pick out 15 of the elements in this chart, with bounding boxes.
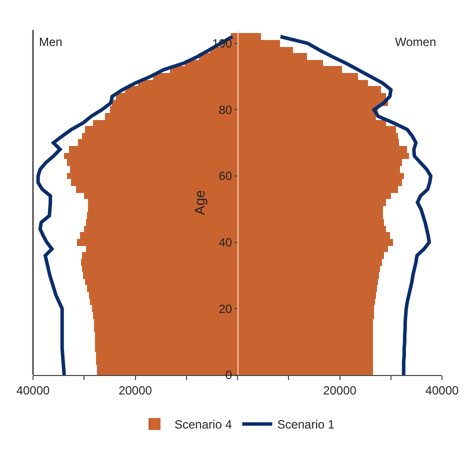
legend-label: Scenario 4 (174, 418, 232, 432)
x-tick-label: 40000 (16, 383, 50, 398)
x-tick-label: 20000 (323, 383, 357, 398)
y-tick-label: 0 (225, 368, 232, 382)
y-tick-label: 60 (218, 169, 232, 184)
annotation: Women (395, 35, 436, 49)
y-tick-label: 80 (218, 102, 232, 117)
y-axis-title: Age (192, 190, 208, 215)
legend-label: Scenario 1 (277, 418, 335, 432)
x-tick-label: 40000 (425, 383, 460, 398)
y-tick-label: 40 (218, 236, 232, 250)
annotation: Men (39, 35, 62, 49)
y-tick-label: 20 (218, 302, 232, 316)
y-tick-label: 100 (212, 36, 232, 50)
x-tick-label: 20000 (118, 383, 152, 398)
